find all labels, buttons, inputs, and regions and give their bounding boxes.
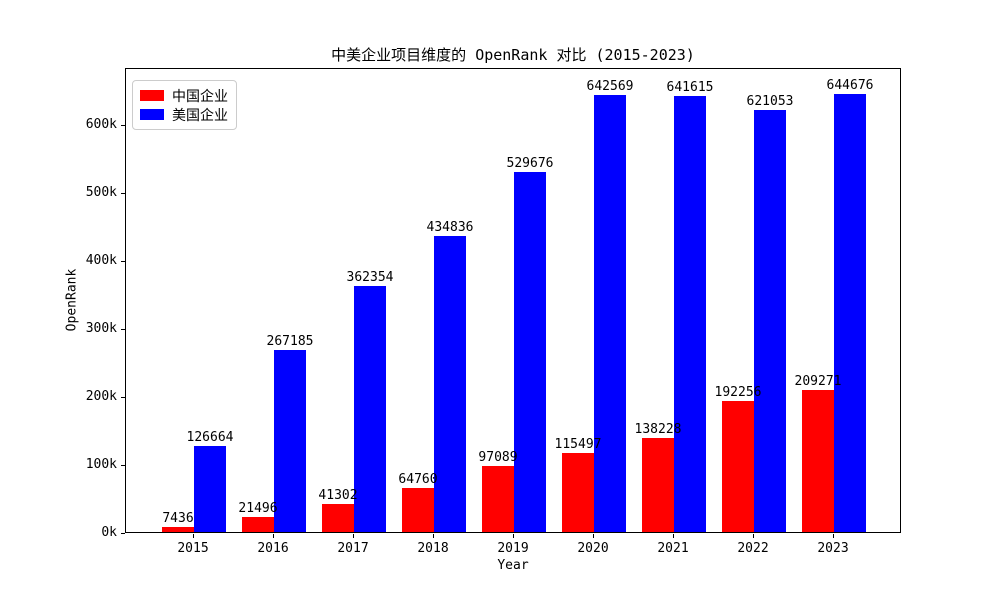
bar-value-label: 115497 xyxy=(554,437,602,453)
y-tick-mark xyxy=(121,192,125,194)
x-tick-mark xyxy=(352,534,354,538)
bar-value-label: 362354 xyxy=(346,269,394,285)
legend-label-usa: 美国企业 xyxy=(172,107,228,124)
bar-value-label: 21496 xyxy=(238,501,278,517)
y-tick-mark xyxy=(121,328,125,330)
bar-value-label: 529676 xyxy=(506,155,554,171)
bar-中国企业-2021 xyxy=(642,438,674,532)
x-tick-mark xyxy=(592,534,594,538)
y-tick-mark xyxy=(121,464,125,466)
bar-value-label: 126664 xyxy=(186,429,234,445)
x-tick-mark xyxy=(672,534,674,538)
legend-swatch-china xyxy=(140,90,164,101)
y-tick-label: 200k xyxy=(85,389,117,405)
bar-value-label: 7436 xyxy=(162,510,194,526)
y-tick-mark xyxy=(121,532,125,534)
x-tick-label: 2023 xyxy=(817,541,849,556)
bar-value-label: 209271 xyxy=(794,373,842,389)
x-tick-mark xyxy=(192,534,194,538)
bar-中国企业-2023 xyxy=(802,389,834,532)
bar-value-label: 267185 xyxy=(266,334,314,350)
bar-value-label: 621053 xyxy=(746,93,794,109)
bar-value-label: 41302 xyxy=(318,487,358,503)
x-tick-mark xyxy=(832,534,834,538)
bar-中国企业-2017 xyxy=(322,503,354,532)
x-tick-label: 2018 xyxy=(417,541,449,556)
bar-value-label: 641615 xyxy=(666,79,714,95)
bar-中国企业-2018 xyxy=(402,487,434,532)
x-tick-label: 2019 xyxy=(497,541,529,556)
bar-美国企业-2022 xyxy=(754,109,786,532)
bar-value-label: 644676 xyxy=(826,77,874,93)
bar-中国企业-2016 xyxy=(242,517,274,532)
plot-area: 7436 21496 41302 64760 97089 115497 138228 1922… xyxy=(125,68,901,533)
x-tick-label: 2020 xyxy=(577,541,609,556)
bar-value-label: 434836 xyxy=(426,220,474,236)
bar-value-label: 97089 xyxy=(478,450,518,465)
y-tick-mark xyxy=(121,396,125,398)
x-tick-label: 2015 xyxy=(177,541,209,556)
bar-value-label: 64760 xyxy=(398,471,438,487)
x-tick-mark xyxy=(752,534,754,538)
x-tick-label: 2017 xyxy=(337,541,369,556)
x-tick-label: 2016 xyxy=(257,541,289,556)
legend: 中国企业 美国企业 xyxy=(132,80,237,130)
legend-item-usa: 美国企业 xyxy=(140,105,236,124)
legend-item-china: 中国企业 xyxy=(140,86,236,105)
y-tick-label: 600k xyxy=(85,117,117,133)
bar-美国企业-2020 xyxy=(594,95,626,532)
x-tick-mark xyxy=(432,534,434,538)
bar-美国企业-2023 xyxy=(834,93,866,532)
bar-value-label: 138228 xyxy=(634,422,682,438)
legend-swatch-usa xyxy=(140,109,164,120)
legend-label-china: 中国企业 xyxy=(172,88,228,105)
y-tick-label: 400k xyxy=(85,253,117,269)
y-tick-label: 500k xyxy=(85,185,117,201)
bar-中国企业-2015 xyxy=(162,526,194,532)
bar-美国企业-2017 xyxy=(354,285,386,532)
chart-title: 中美企业项目维度的 OpenRank 对比 (2015-2023) xyxy=(331,46,695,64)
x-tick-label: 2021 xyxy=(657,541,689,556)
bar-中国企业-2022 xyxy=(722,401,754,532)
y-tick-label: 0k xyxy=(101,525,117,540)
bar-美国企业-2021 xyxy=(674,95,706,532)
x-tick-mark xyxy=(272,534,274,538)
bar-中国企业-2019 xyxy=(482,466,514,532)
bar-中国企业-2020 xyxy=(562,453,594,532)
x-axis-label: Year xyxy=(497,558,529,573)
bar-value-label: 642569 xyxy=(586,79,634,95)
bar-value-label: 192256 xyxy=(714,385,762,401)
bar-美国企业-2019 xyxy=(514,171,546,532)
bar-美国企业-2015 xyxy=(194,445,226,532)
y-tick-label: 100k xyxy=(85,457,117,473)
x-tick-label: 2022 xyxy=(737,541,769,556)
y-tick-mark xyxy=(121,124,125,126)
bar-美国企业-2018 xyxy=(434,236,466,532)
y-tick-mark xyxy=(121,260,125,262)
y-tick-label: 300k xyxy=(85,321,117,337)
x-tick-mark xyxy=(512,534,514,538)
bar-美国企业-2016 xyxy=(274,350,306,532)
